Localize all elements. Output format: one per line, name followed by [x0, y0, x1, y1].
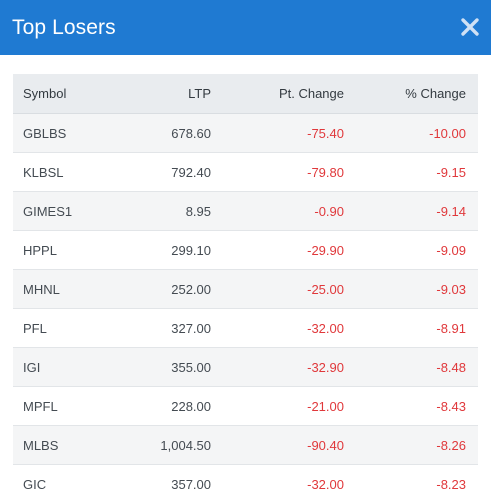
cell-symbol: GBLBS — [13, 113, 109, 153]
modal-header: Top Losers — [0, 0, 491, 55]
column-header-pt-change[interactable]: Pt. Change — [223, 74, 356, 114]
cell-ltp: 228.00 — [109, 386, 223, 426]
cell-symbol: MLBS — [13, 425, 109, 465]
table-row[interactable]: KLBSL 792.40 -79.80 -9.15 — [13, 152, 478, 192]
cell-ltp: 252.00 — [109, 269, 223, 309]
cell-ltp: 327.00 — [109, 308, 223, 348]
cell-symbol: HPPL — [13, 230, 109, 270]
cell-pt-change: -0.90 — [223, 191, 356, 231]
table-row[interactable]: GBLBS 678.60 -75.40 -10.00 — [13, 113, 478, 153]
close-icon[interactable] — [459, 16, 481, 38]
cell-pct-change: -9.14 — [356, 191, 478, 231]
cell-pt-change: -32.00 — [223, 464, 356, 499]
table-row[interactable]: PFL 327.00 -32.00 -8.91 — [13, 308, 478, 348]
table-row[interactable]: MHNL 252.00 -25.00 -9.03 — [13, 269, 478, 309]
cell-ltp: 1,004.50 — [109, 425, 223, 465]
cell-symbol: IGI — [13, 347, 109, 387]
column-header-symbol[interactable]: Symbol — [13, 74, 109, 114]
cell-pct-change: -8.43 — [356, 386, 478, 426]
cell-pct-change: -10.00 — [356, 113, 478, 153]
table-row[interactable]: MPFL 228.00 -21.00 -8.43 — [13, 386, 478, 426]
cell-symbol: GIMES1 — [13, 191, 109, 231]
cell-ltp: 357.00 — [109, 464, 223, 499]
cell-ltp: 299.10 — [109, 230, 223, 270]
cell-ltp: 678.60 — [109, 113, 223, 153]
cell-symbol: MPFL — [13, 386, 109, 426]
cell-pct-change: -8.26 — [356, 425, 478, 465]
cell-pct-change: -8.91 — [356, 308, 478, 348]
cell-symbol: PFL — [13, 308, 109, 348]
cell-symbol: MHNL — [13, 269, 109, 309]
table-row[interactable]: IGI 355.00 -32.90 -8.48 — [13, 347, 478, 387]
cell-pct-change: -8.23 — [356, 464, 478, 499]
cell-symbol: GIC — [13, 464, 109, 499]
cell-ltp: 792.40 — [109, 152, 223, 192]
table-header-row: Symbol LTP Pt. Change % Change — [13, 74, 478, 114]
cell-pt-change: -21.00 — [223, 386, 356, 426]
column-header-pct-change[interactable]: % Change — [356, 74, 478, 114]
table-row[interactable]: HPPL 299.10 -29.90 -9.09 — [13, 230, 478, 270]
losers-table-container: Symbol LTP Pt. Change % Change GBLBS 678.… — [13, 74, 478, 499]
cell-ltp: 8.95 — [109, 191, 223, 231]
table-row[interactable]: GIC 357.00 -32.00 -8.23 — [13, 464, 478, 499]
cell-pt-change: -29.90 — [223, 230, 356, 270]
cell-pct-change: -9.03 — [356, 269, 478, 309]
cell-symbol: KLBSL — [13, 152, 109, 192]
cell-pct-change: -8.48 — [356, 347, 478, 387]
losers-table: Symbol LTP Pt. Change % Change GBLBS 678.… — [13, 74, 478, 499]
cell-pt-change: -90.40 — [223, 425, 356, 465]
table-row[interactable]: GIMES1 8.95 -0.90 -9.14 — [13, 191, 478, 231]
cell-pt-change: -25.00 — [223, 269, 356, 309]
cell-pt-change: -32.00 — [223, 308, 356, 348]
table-row[interactable]: MLBS 1,004.50 -90.40 -8.26 — [13, 425, 478, 465]
cell-ltp: 355.00 — [109, 347, 223, 387]
cell-pt-change: -32.90 — [223, 347, 356, 387]
column-header-ltp[interactable]: LTP — [109, 74, 223, 114]
cell-pt-change: -75.40 — [223, 113, 356, 153]
cell-pct-change: -9.15 — [356, 152, 478, 192]
modal-title: Top Losers — [12, 15, 116, 39]
cell-pt-change: -79.80 — [223, 152, 356, 192]
cell-pct-change: -9.09 — [356, 230, 478, 270]
